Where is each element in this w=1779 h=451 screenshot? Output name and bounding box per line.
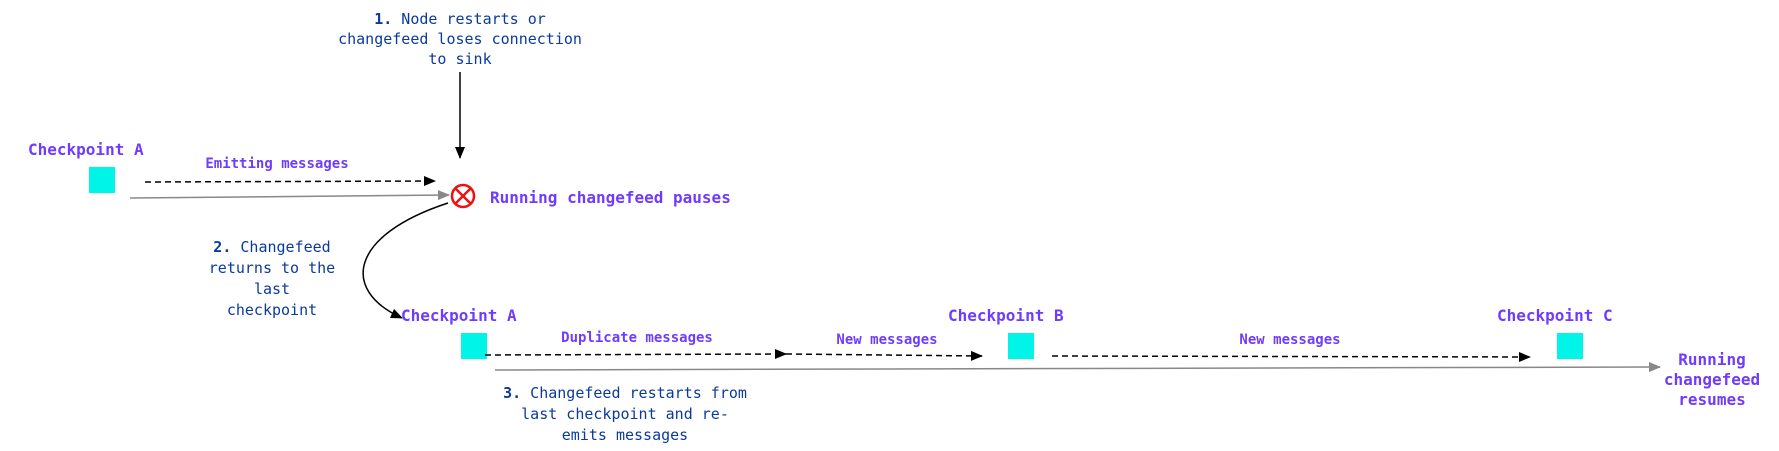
note-line: Changefeed restarts from <box>530 384 747 402</box>
duplicate-arrow <box>484 349 787 360</box>
note-line: returns to the <box>209 259 335 277</box>
note-line: Changefeed <box>240 238 330 256</box>
flow-line-top <box>129 190 450 201</box>
step-number: 3. <box>503 384 521 402</box>
step-number: 1. <box>374 10 392 28</box>
step3-note: 3. Changefeed restarts from last checkpo… <box>503 384 747 444</box>
resume-line: changefeed <box>1664 370 1760 389</box>
note-line: to sink <box>428 50 491 68</box>
checkpoint-a-label: Checkpoint A <box>401 306 517 325</box>
svg-text:1. Node restarts or: 1. Node restarts or <box>374 10 546 28</box>
new-messages-arrow <box>785 350 983 361</box>
step2-note: 2. Changefeed returns to the last checkp… <box>209 238 335 319</box>
checkpoint-b-marker <box>1008 333 1034 359</box>
checkpoint-c-label: Checkpoint C <box>1497 306 1613 325</box>
svg-text:3. Changefeed restarts from: 3. Changefeed restarts from <box>503 384 747 402</box>
new-messages-label: New messages <box>1239 332 1340 348</box>
step1-note: 1. Node restarts or changefeed loses con… <box>338 10 582 68</box>
pause-label: Running changefeed pauses <box>490 188 731 207</box>
step-number: 2. <box>213 238 231 256</box>
note-line: last <box>254 280 290 298</box>
new-messages-label: New messages <box>836 332 937 348</box>
emitting-label: Emitting messages <box>205 156 348 172</box>
new-messages-arrow <box>1051 351 1531 362</box>
checkpoint-a-marker <box>89 167 115 193</box>
svg-text:2. Changefeed: 2. Changefeed <box>213 238 330 256</box>
note-line: Node restarts or <box>401 10 546 28</box>
return-arrow <box>362 202 449 319</box>
checkpoint-b-label: Checkpoint B <box>948 306 1064 325</box>
resume-line: resumes <box>1678 390 1745 409</box>
checkpoint-a-marker <box>461 333 487 359</box>
note-line: last checkpoint and re- <box>521 405 729 423</box>
flow-line-bottom <box>494 362 1661 373</box>
note-line: changefeed loses connection <box>338 30 582 48</box>
resume-label: Running changefeed resumes <box>1664 350 1760 409</box>
duplicate-label: Duplicate messages <box>561 330 713 346</box>
note-line: emits messages <box>562 426 688 444</box>
resume-line: Running <box>1678 350 1745 369</box>
checkpoint-a-label: Checkpoint A <box>28 140 144 159</box>
emitting-arrow <box>144 176 436 187</box>
error-x-circle-icon <box>450 183 476 209</box>
note-line: checkpoint <box>227 301 317 319</box>
checkpoint-c-marker <box>1557 333 1583 359</box>
